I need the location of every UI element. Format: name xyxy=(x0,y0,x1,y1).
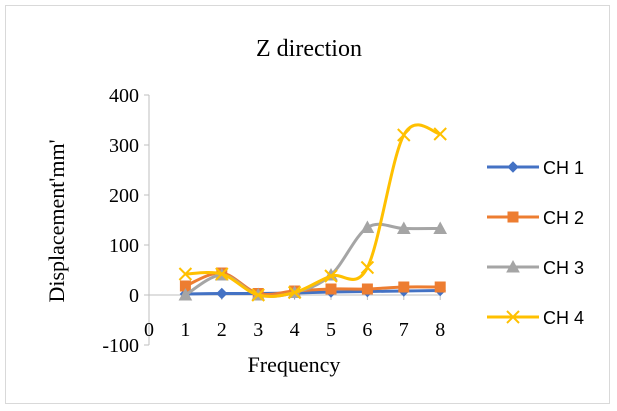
series-layer xyxy=(178,123,448,302)
data-point-ch3 xyxy=(396,221,411,234)
legend-marker-ch4-stroke xyxy=(506,310,520,324)
legend-item-ch4: CH 4 xyxy=(487,308,584,328)
legend-marker-ch2 xyxy=(507,211,519,223)
data-point-ch4-stroke xyxy=(287,285,302,300)
x-tick-label: 3 xyxy=(253,319,263,341)
data-point-ch3 xyxy=(433,221,448,234)
data-point-ch3 xyxy=(360,220,375,233)
data-point-ch4-stroke xyxy=(215,267,229,281)
data-point-ch2 xyxy=(361,283,373,295)
x-tick-label: 1 xyxy=(180,319,190,341)
y-tick-label: 300 xyxy=(109,135,139,157)
data-point-ch2 xyxy=(434,281,446,293)
data-point-ch2 xyxy=(398,281,410,293)
data-point-ch4-stroke xyxy=(251,288,265,302)
chart-frame xyxy=(5,5,610,404)
x-tick-label: 6 xyxy=(362,319,372,341)
data-point-ch4-stroke xyxy=(360,260,375,275)
data-point-ch3 xyxy=(178,287,193,301)
x-tick-label: 0 xyxy=(144,319,154,341)
data-point-ch4 xyxy=(178,267,193,281)
legend-label-ch4: CH 4 xyxy=(543,308,584,328)
y-tick-label: 400 xyxy=(109,85,139,107)
data-point-ch4 xyxy=(360,260,375,275)
data-point-ch2 xyxy=(325,283,337,295)
legend-marker-ch3 xyxy=(506,259,520,273)
legend-item-ch1: CH 1 xyxy=(487,158,584,178)
data-point-ch4-stroke xyxy=(397,128,411,142)
x-tick-label: 2 xyxy=(217,319,227,341)
data-point-ch4 xyxy=(287,285,302,300)
y-tick-label: 200 xyxy=(109,185,139,207)
data-point-ch4 xyxy=(433,127,447,141)
x-tick-label: 8 xyxy=(435,319,445,341)
x-tick-label: 5 xyxy=(326,319,336,341)
legend-item-ch2: CH 2 xyxy=(487,208,584,228)
legend-label-ch2: CH 2 xyxy=(543,208,584,228)
y-tick-label: 0 xyxy=(129,285,139,307)
data-point-ch4-stroke xyxy=(433,127,447,141)
y-tick-label: 100 xyxy=(109,235,139,257)
data-point-ch4-stroke xyxy=(324,269,338,283)
data-point-ch4 xyxy=(215,267,229,281)
chart-title: Z direction xyxy=(256,36,362,62)
x-axis-title: Frequency xyxy=(248,352,341,377)
data-point-ch4 xyxy=(324,269,338,283)
legend-marker-ch4 xyxy=(506,310,520,324)
legend-item-ch3: CH 3 xyxy=(487,258,584,278)
data-point-ch4 xyxy=(397,128,411,142)
data-point-ch4-stroke xyxy=(178,267,193,281)
series-line-ch4 xyxy=(185,123,441,298)
legend-marker-ch1 xyxy=(507,161,519,173)
y-axis-title: Displacement'mm' xyxy=(44,139,69,302)
data-point-ch4 xyxy=(251,288,265,302)
x-tick-label: 7 xyxy=(399,319,409,341)
data-point-ch1 xyxy=(216,287,228,300)
series-ch4 xyxy=(178,123,447,302)
y-tick-label: -100 xyxy=(102,335,139,357)
x-tick-label: 4 xyxy=(290,319,300,341)
legend-label-ch1: CH 1 xyxy=(543,158,584,178)
legend-label-ch3: CH 3 xyxy=(543,258,584,278)
legend: CH 1 CH 2 CH 3 CH 4 xyxy=(487,158,584,328)
